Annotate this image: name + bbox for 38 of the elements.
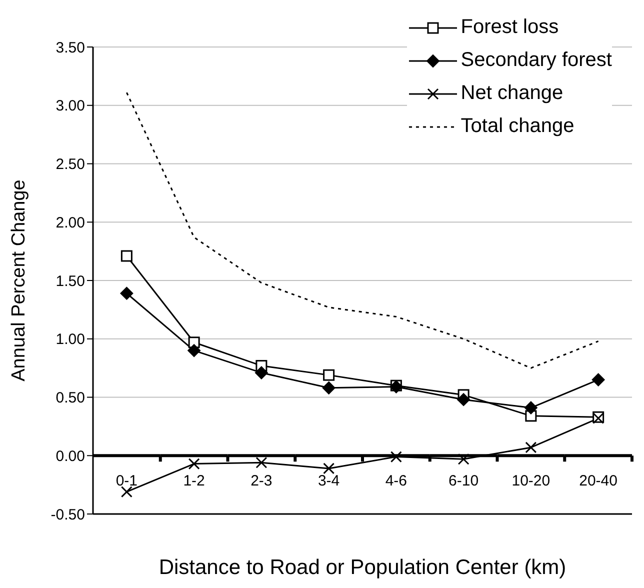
x-axis-title: Distance to Road or Population Center (km) xyxy=(158,556,566,579)
point xyxy=(323,462,335,474)
x-tick-label: 20-40 xyxy=(579,472,618,490)
point xyxy=(120,486,132,498)
point xyxy=(188,458,200,470)
point xyxy=(188,344,201,358)
y-axis-title: Annual Percent Change xyxy=(8,180,30,382)
point xyxy=(524,401,538,414)
legend-label: Forest loss xyxy=(460,16,559,39)
point xyxy=(120,250,132,262)
y-tick-label: 3.50 xyxy=(56,39,85,56)
x-tick-label: 2-3 xyxy=(250,472,272,490)
x-tick-label: 3-4 xyxy=(318,472,340,490)
y-tick-label: 0.00 xyxy=(56,448,85,465)
y-tick-label: 0.50 xyxy=(56,390,85,407)
x-tick-label: 1-2 xyxy=(183,472,205,490)
x-tick-label: 4-6 xyxy=(385,472,408,490)
point xyxy=(254,366,268,380)
y-tick-label: 1.00 xyxy=(56,331,85,348)
point xyxy=(323,369,335,381)
point xyxy=(457,393,470,406)
y-tick-label: 2.50 xyxy=(56,156,85,174)
point xyxy=(256,456,268,468)
y-tick-label: -0.50 xyxy=(50,506,85,524)
point xyxy=(525,442,537,454)
point xyxy=(120,286,134,300)
y-tick-label: 3.00 xyxy=(56,98,85,115)
x-tick-label: 6-10 xyxy=(448,472,479,490)
legend-label: Total change xyxy=(460,115,574,138)
legend-label: Net change xyxy=(460,82,564,105)
point xyxy=(390,451,402,463)
x-tick-label: 10-20 xyxy=(512,472,550,490)
point xyxy=(592,373,605,386)
x-tick-label: 0-1 xyxy=(116,472,138,490)
y-tick-label: 2.00 xyxy=(56,214,85,232)
y-tick-label: 1.50 xyxy=(56,272,85,290)
legend-label: Secondary forest xyxy=(460,49,612,72)
point xyxy=(322,381,336,394)
